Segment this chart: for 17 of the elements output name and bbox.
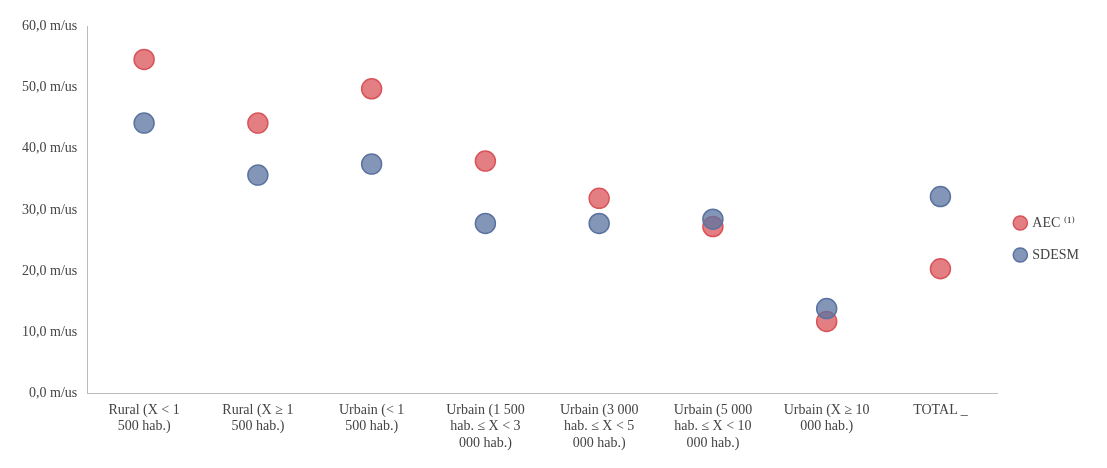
x-tick-label: Rural (X ≥ 1 500 hab.) [222, 401, 294, 435]
x-tick-label: Rural (X < 1 500 hab.) [108, 401, 180, 435]
legend-label: SDESM [1032, 246, 1080, 262]
y-tick-label: 60,0 m/us [21, 18, 78, 34]
y-tick-label: 10,0 m/us [21, 324, 78, 340]
y-tick-label: 30,0 m/us [21, 201, 78, 217]
x-tick-label: Urbain (5 000 hab. ≤ X < 10 000 hab.) [673, 401, 753, 452]
x-tick-label: Urbain (X ≥ 10 000 hab.) [783, 401, 870, 435]
y-tick-label: 50,0 m/us [21, 79, 78, 95]
y-tick-label: 20,0 m/us [21, 262, 78, 278]
legend-label: AEC ⁽¹⁾ [1032, 214, 1075, 230]
y-tick-label: 40,0 m/us [21, 140, 78, 156]
x-tick-label: Urbain (1 500 hab. ≤ X < 3 000 hab.) [446, 401, 525, 452]
x-tick-label: Urbain (3 000 hab. ≤ X < 5 000 hab.) [559, 401, 639, 452]
y-tick-label: 0,0 m/us [28, 385, 78, 401]
x-tick-label: TOTAL _ [913, 401, 969, 417]
x-tick-label: Urbain (< 1 500 hab.) [338, 401, 405, 435]
